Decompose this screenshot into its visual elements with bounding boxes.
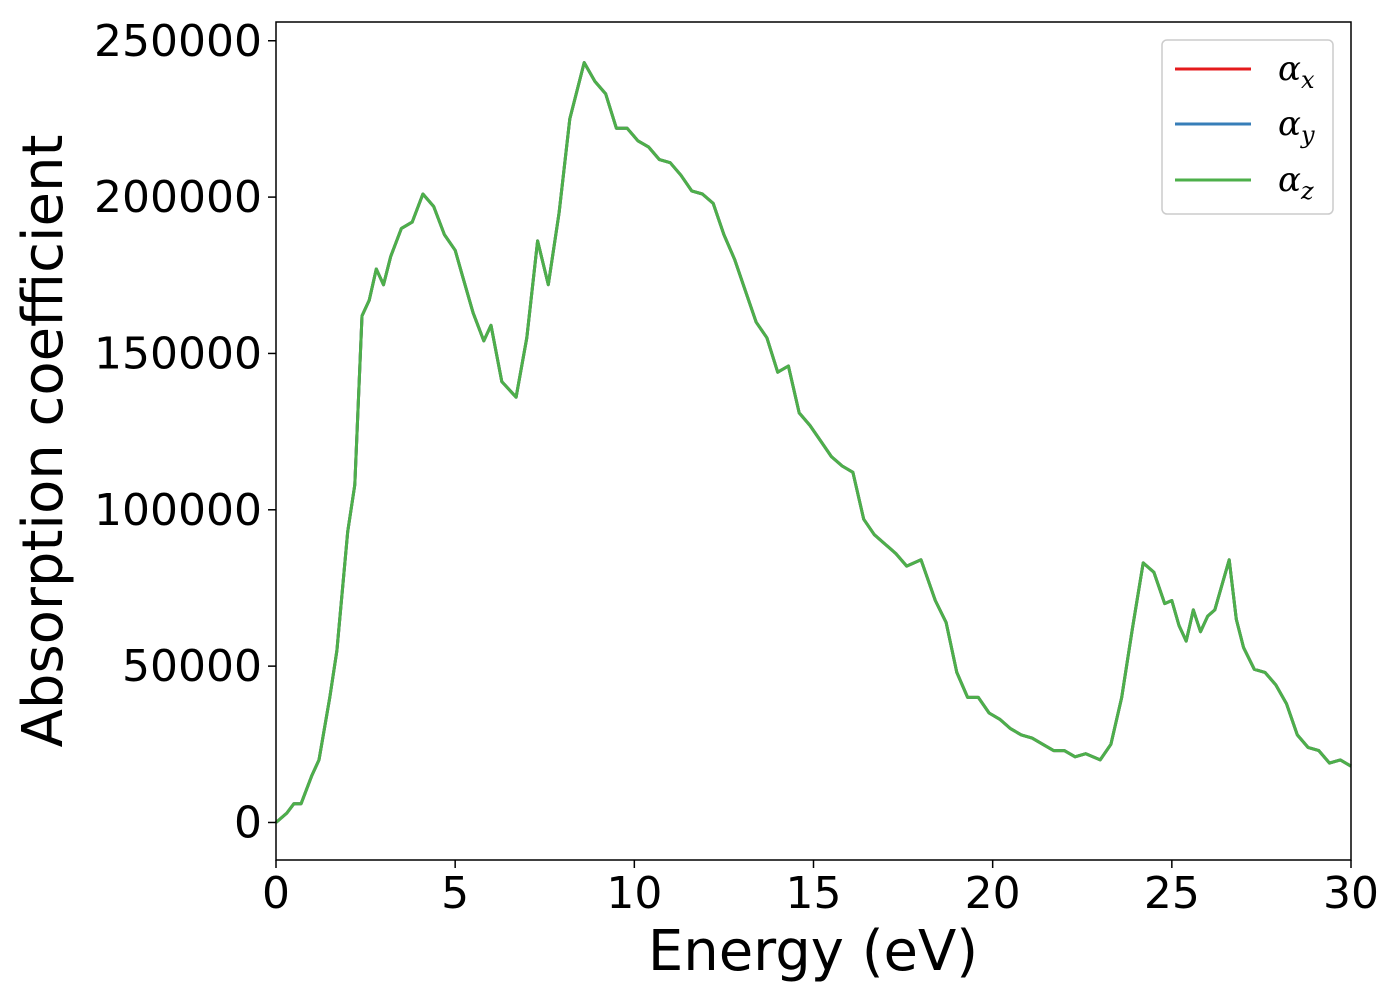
legend-entries: αx αy αz [1175, 49, 1315, 205]
y-tick-label: 0 [234, 797, 262, 848]
y-axis-label: Absorption coefficient [11, 135, 76, 748]
x-tick-label: 25 [1144, 868, 1200, 919]
legend-box [1161, 39, 1334, 215]
legend-label-3: αz [1278, 160, 1314, 205]
y-tick-label: 250000 [94, 16, 262, 67]
y-tick-label: 200000 [94, 172, 262, 223]
x-tick-label: 20 [965, 868, 1021, 919]
x-tick-label: 30 [1323, 868, 1379, 919]
y-tick-label: 50000 [122, 641, 262, 692]
x-tick-label: 0 [262, 868, 290, 919]
y-tick-label: 150000 [94, 328, 262, 379]
series-line-3 [275, 61, 1352, 824]
x-tick-label: 15 [786, 868, 842, 919]
x-tick-label: 10 [606, 868, 662, 919]
x-tick-label: 5 [441, 868, 469, 919]
legend-label-2: αy [1278, 104, 1315, 149]
legend: αx αy αz [1161, 39, 1334, 215]
series-layer [275, 61, 1352, 824]
x-axis-ticks: 0 5 10 15 20 25 30 [262, 860, 1379, 919]
y-tick-label: 100000 [94, 485, 262, 536]
legend-label-1: αx [1278, 49, 1315, 94]
x-axis-label: Energy (eV) [648, 919, 978, 984]
y-axis-ticks: 0 50000 100000 150000 200000 250000 [94, 16, 276, 848]
